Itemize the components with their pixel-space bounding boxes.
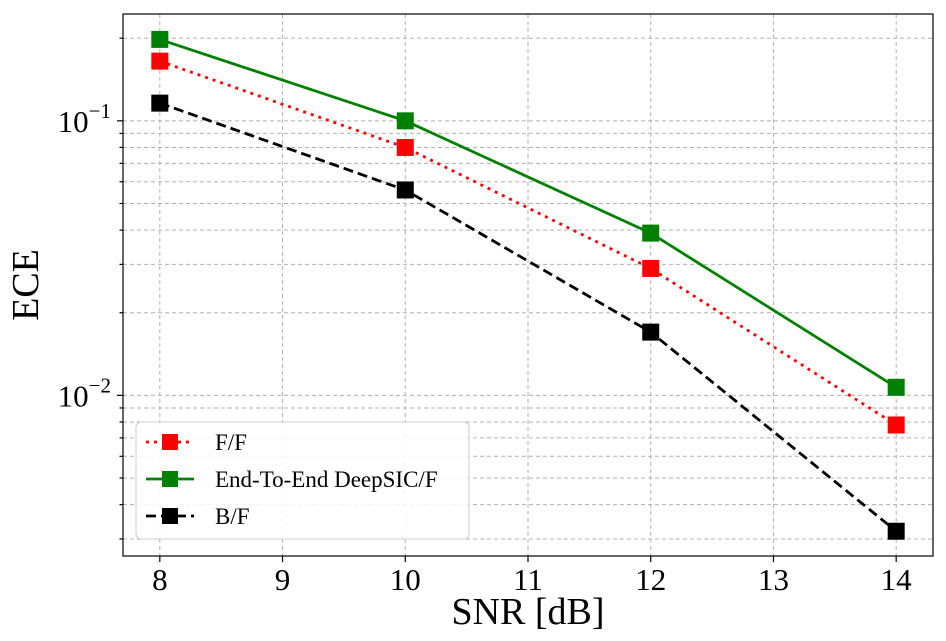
x-tick-label: 14 bbox=[881, 562, 913, 597]
series-layer bbox=[151, 30, 905, 540]
data-point-marker bbox=[887, 416, 905, 434]
series-2 bbox=[151, 94, 905, 540]
x-tick-label: 8 bbox=[152, 562, 168, 597]
y-tick-label: 10−2 bbox=[58, 373, 111, 413]
legend-label: End-To-End DeepSIC/F bbox=[215, 467, 438, 492]
series-1 bbox=[151, 30, 905, 396]
data-point-marker bbox=[887, 378, 905, 396]
legend-label: F/F bbox=[215, 430, 247, 455]
data-point-marker bbox=[151, 52, 169, 70]
data-point-marker bbox=[151, 94, 169, 112]
series-line bbox=[159, 38, 897, 389]
legend-label: B/F bbox=[215, 504, 250, 529]
data-point-marker bbox=[396, 181, 414, 199]
data-point-marker bbox=[396, 112, 414, 130]
x-tick-label: 12 bbox=[635, 562, 666, 597]
legend: F/F End-To-End DeepSIC/F B/F bbox=[135, 421, 470, 540]
y-tick-label: 10−1 bbox=[58, 99, 111, 139]
data-point-marker bbox=[642, 259, 660, 277]
data-point-marker bbox=[642, 224, 660, 242]
tick-marks bbox=[117, 37, 897, 562]
x-axis-label: SNR [dB] bbox=[451, 591, 604, 633]
x-tick-label: 13 bbox=[758, 562, 789, 597]
series-0 bbox=[151, 52, 905, 434]
data-point-marker bbox=[151, 30, 169, 48]
data-point-marker bbox=[396, 138, 414, 156]
data-point-marker bbox=[642, 323, 660, 341]
legend-marker bbox=[162, 471, 178, 487]
legend-marker bbox=[162, 508, 178, 524]
x-tick-label: 9 bbox=[275, 562, 291, 597]
y-axis-label: ECE bbox=[5, 249, 47, 321]
series-line bbox=[159, 59, 897, 427]
x-tick-labels: 8 9 10 11 12 13 14 bbox=[152, 562, 912, 597]
x-tick-label: 10 bbox=[390, 562, 421, 597]
legend-box bbox=[135, 421, 470, 540]
y-tick-labels: 10−1 10−2 bbox=[58, 99, 111, 414]
legend-marker bbox=[162, 434, 178, 450]
data-point-marker bbox=[887, 522, 905, 540]
x-tick-label: 11 bbox=[513, 562, 543, 597]
